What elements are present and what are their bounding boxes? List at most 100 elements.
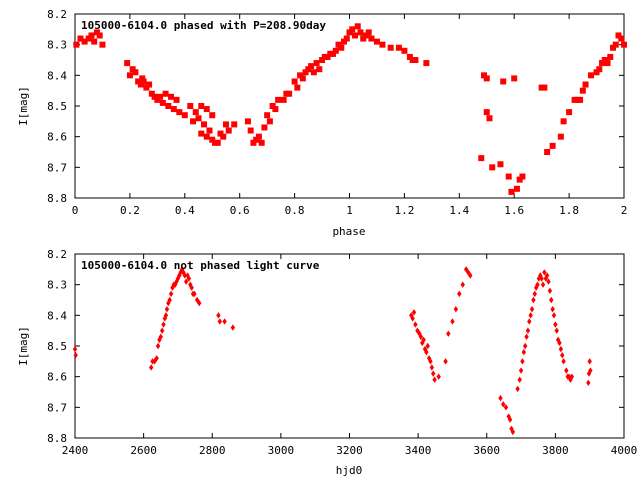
unphased-data-point [450,318,455,325]
phased-data-point [387,44,394,51]
phased-data-point [519,173,526,180]
phased-data-point [297,72,304,79]
unphased-data-point [453,306,459,313]
phased-data-point [275,96,282,103]
phased-data-point [508,188,515,195]
unphased-data-point [549,296,554,304]
phased-data-point [604,60,611,67]
unphased-data-point [429,364,435,371]
phased-y-tick-label: 8.2 [47,8,67,21]
phased-data-point [291,78,298,85]
unphased-data-point [546,278,551,285]
phased-data-point [85,35,92,42]
unphased-data-point [217,318,222,325]
phased-data-point [379,41,386,48]
unphased-data-point [457,290,462,298]
unphased-data-point [177,272,182,279]
unphased-data-point [542,269,547,276]
unphased-data-points [72,266,593,436]
phased-data-point [299,75,306,82]
phased-data-point [566,109,573,116]
phased-data-point [541,84,548,91]
unphased-data-point [167,296,172,304]
unphased-light-curve-chart: 2400 2600 2800 3000 3200 3400 3600 3800 4000 8.2 8… [17,248,637,477]
phased-plot-frame [74,13,625,199]
unphased-data-point [155,342,161,350]
unphased-data-point [192,290,197,298]
unphased-x-tick-label: 2800 [199,444,226,457]
unphased-data-point [168,290,174,298]
unphased-data-point [566,373,572,380]
phased-data-point [99,41,106,48]
unphased-data-point [164,306,170,313]
phased-data-point [139,75,146,82]
phased-data-point [220,133,227,140]
phased-data-point [146,81,153,88]
phased-data-point [280,96,287,103]
unphased-data-point [460,281,465,288]
unphased-data-point [443,358,448,365]
phased-data-point [483,75,490,82]
unphased-x-tick-label: 4000 [611,444,638,457]
phased-data-point [261,124,268,131]
unphased-data-point [446,330,451,337]
unphased-data-point [531,296,536,304]
phased-data-point [286,90,293,97]
phased-data-point [206,127,213,134]
phased-data-point [192,109,199,116]
phased-data-point [73,41,80,48]
phased-data-point [544,149,551,155]
phased-data-point [330,50,337,57]
phased-data-point [319,57,326,63]
phased-data-point [557,133,564,140]
unphased-data-point [154,355,159,362]
phased-data-point [621,41,627,48]
unphased-data-point [540,281,546,288]
phased-data-point [365,29,372,36]
unphased-data-point [547,287,553,294]
phased-data-point [294,84,301,91]
phased-x-tick-label: 1 [346,204,353,217]
unphased-data-point [410,315,415,322]
unphased-x-tick-label: 3600 [474,444,501,457]
unphased-data-point [73,352,78,359]
phased-data-point [302,69,309,76]
unphased-x-tick-label: 3000 [268,444,295,457]
phased-data-point [516,176,523,183]
phased-data-point [368,35,375,42]
phased-data-point [250,139,257,146]
unphased-data-point [544,272,550,279]
phased-data-point [607,53,614,60]
phased-data-point [346,29,353,36]
phased-data-point [362,32,369,39]
unphased-data-point [216,312,221,319]
phased-data-point [351,32,358,39]
unphased-data-point [588,367,593,374]
phased-data-point [222,121,229,128]
phased-data-point [253,136,260,143]
unphased-data-point [72,345,78,353]
phased-data-point [486,115,493,122]
phased-data-point [96,32,103,39]
phased-x-tick-label: 0.8 [285,204,305,217]
phased-x-tick-label: 1.6 [504,204,524,217]
phased-x-tick-label: 1.8 [559,204,579,217]
unphased-data-point [413,321,418,328]
unphased-data-point [551,312,557,319]
phased-data-point [360,35,367,42]
phased-x-tick-label: 0 [72,204,79,217]
unphased-data-point [498,394,503,402]
phased-data-point [135,78,142,85]
phased-data-point [560,118,567,125]
phased-data-point [195,115,202,122]
phased-data-point [137,81,144,88]
unphased-data-point [431,370,436,377]
phased-data-point [258,139,265,146]
unphased-data-point [532,290,537,298]
unphased-data-point [564,367,569,374]
unphased-y-tick-label: 8.3 [47,279,67,292]
phased-y-tick-label: 8.7 [47,161,67,174]
phased-data-point [201,121,208,128]
phased-data-point [148,90,155,97]
